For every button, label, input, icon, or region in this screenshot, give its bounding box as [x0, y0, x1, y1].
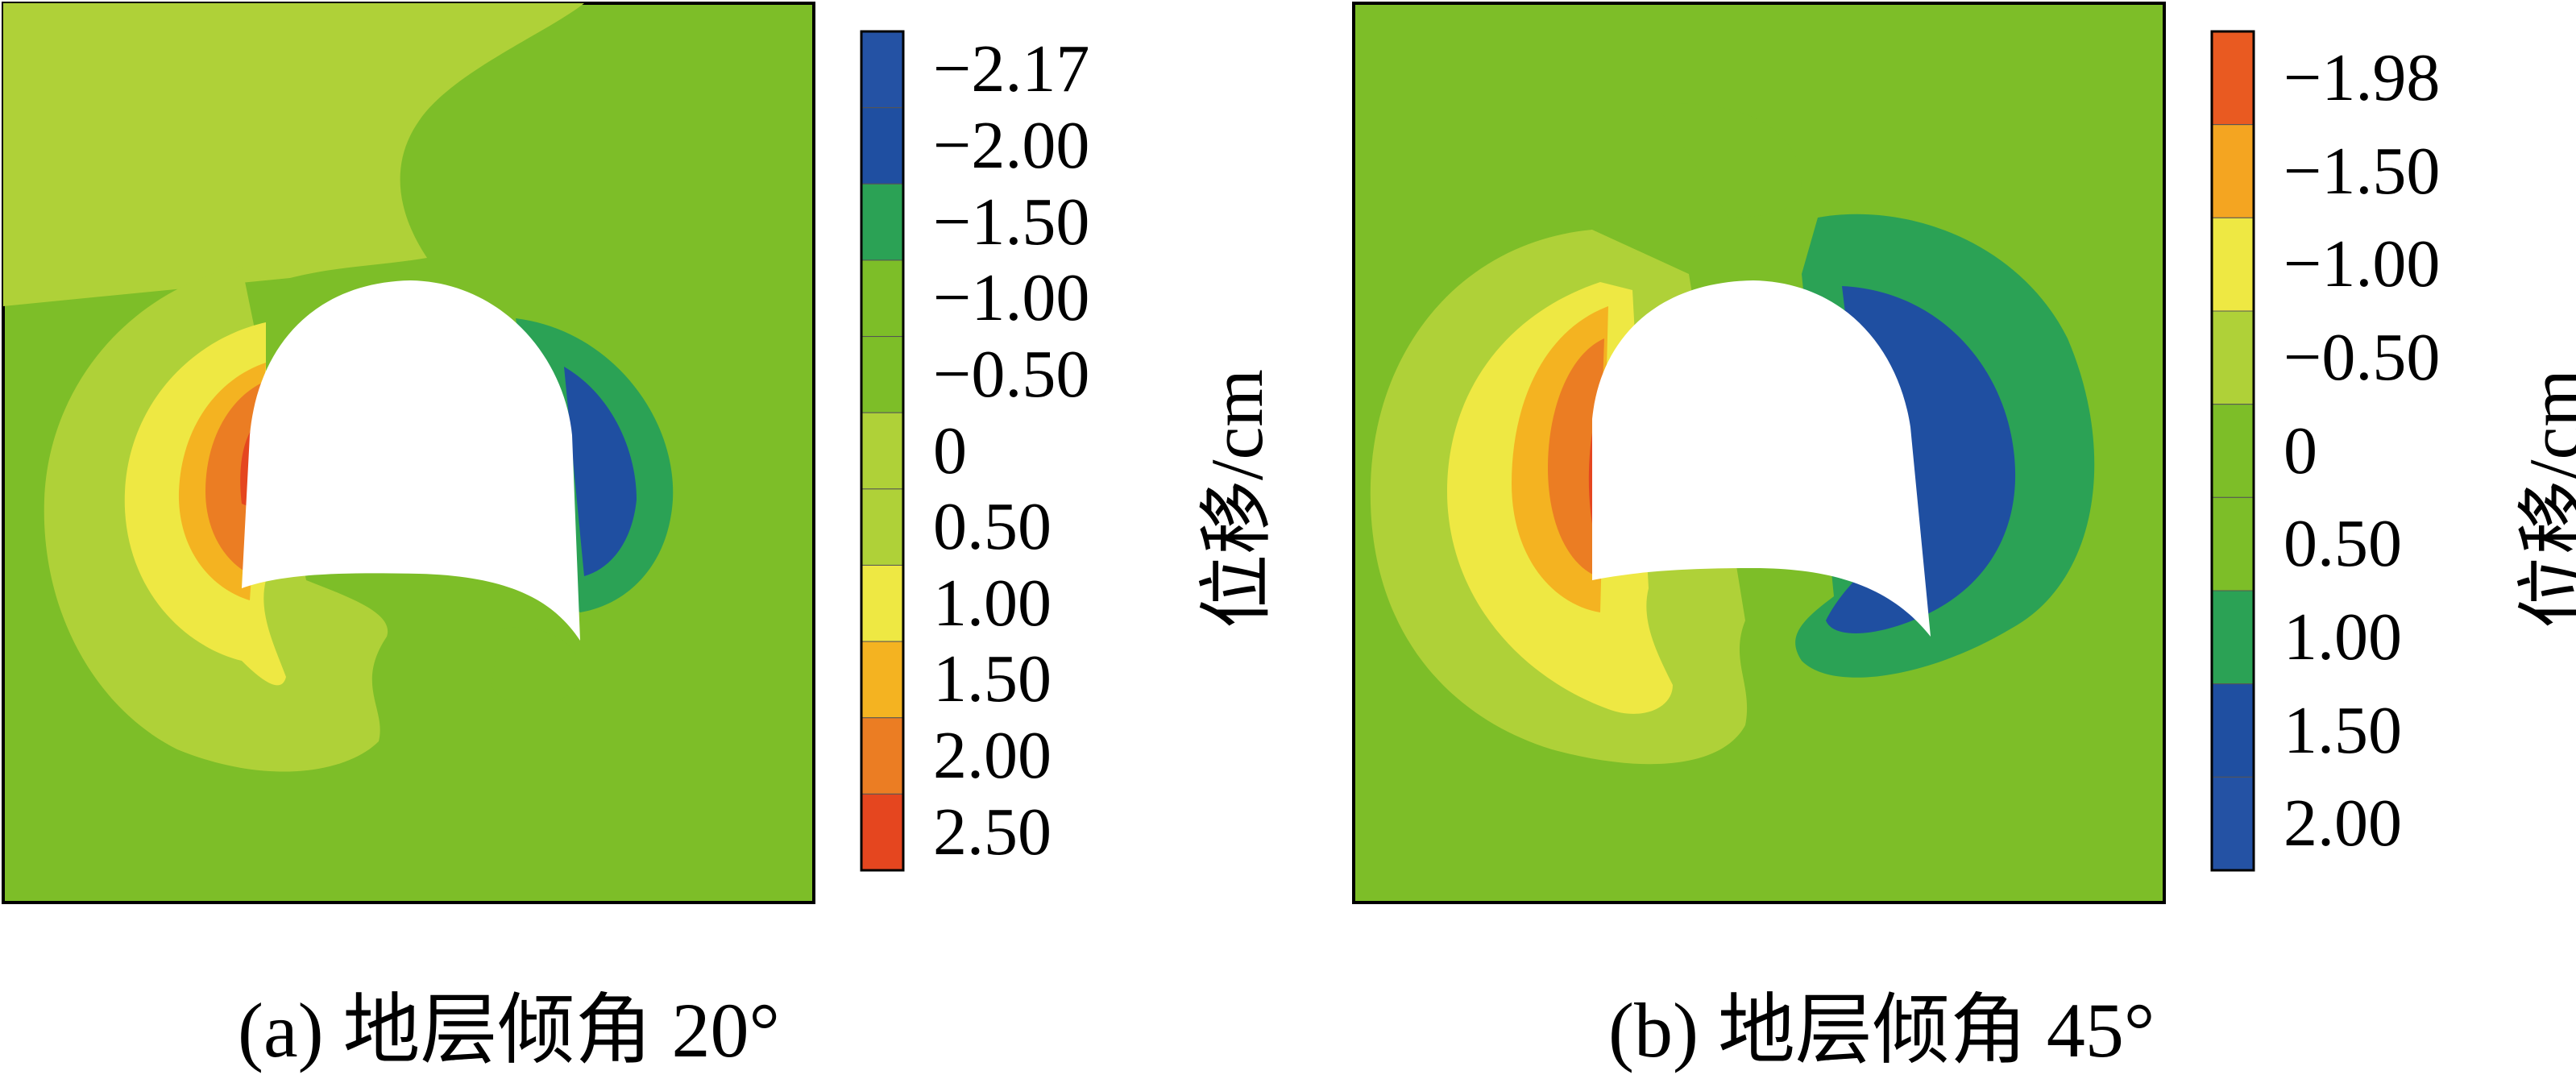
legend-band	[861, 183, 904, 261]
legend-tick-label: 0.50	[933, 489, 1052, 565]
legend-band	[2211, 776, 2255, 871]
legend-b	[2210, 30, 2255, 872]
legend-band	[2211, 404, 2255, 498]
legend-tick-label: −2.00	[933, 107, 1090, 183]
legend-band	[861, 641, 904, 719]
legend-tick-label: 1.00	[933, 565, 1052, 641]
legend-band	[861, 412, 904, 490]
legend-band	[861, 31, 904, 109]
caption-a: (a) 地层倾角 20°	[238, 987, 780, 1073]
legend-band	[861, 107, 904, 185]
legend-band	[2211, 124, 2255, 218]
legend-band	[2211, 217, 2255, 312]
legend-tick-label: −0.50	[2284, 319, 2441, 395]
contour-map-b	[1352, 2, 2166, 904]
legend-tick-label: 0	[933, 413, 967, 488]
legend-band	[861, 488, 904, 566]
legend-band	[861, 564, 904, 642]
legend-tick-label: −1.50	[933, 184, 1090, 259]
unit-label-b: 位移/cm	[2514, 369, 2576, 629]
legend-band	[2211, 310, 2255, 405]
panel-a: −2.17 −2.00 −1.50 −1.00 −0.50 0 0.50 1.00 1.50 2.…	[0, 0, 1278, 1073]
legend-tick-label: 0.50	[2284, 506, 2402, 582]
legend-tick-label: −1.50	[2284, 133, 2441, 209]
caption-b: (b) 地层倾角 45°	[1608, 987, 2155, 1073]
legend-band	[2211, 590, 2255, 685]
legend-band	[861, 259, 904, 338]
legend-band	[861, 793, 904, 871]
contour-map-a	[2, 2, 815, 904]
legend-a	[860, 30, 905, 872]
legend-band	[2211, 496, 2255, 591]
legend-tick-label: 1.50	[2284, 692, 2402, 768]
legend-tick-label: 2.00	[933, 718, 1052, 794]
legend-tick-label: −2.17	[933, 31, 1090, 107]
legend-band	[2211, 31, 2255, 126]
panel-b: −1.98 −1.50 −1.00 −0.50 0 0.50 1.00 1.50 2.00 位移…	[1350, 0, 2576, 1073]
legend-band	[861, 717, 904, 795]
legend-tick-label: −1.98	[2284, 39, 2441, 115]
legend-band	[2211, 683, 2255, 778]
legend-tick-label: −1.00	[933, 260, 1090, 336]
legend-tick-label: 2.00	[2284, 786, 2402, 861]
unit-label-a: 位移/cm	[1196, 369, 1278, 629]
legend-tick-label: 1.00	[2284, 599, 2402, 674]
legend-tick-label: −0.50	[933, 336, 1090, 412]
legend-band	[861, 336, 904, 413]
legend-tick-label: −1.00	[2284, 226, 2441, 302]
legend-tick-label: 2.50	[933, 794, 1052, 869]
legend-tick-label: 1.50	[933, 641, 1052, 717]
legend-tick-label: 0	[2284, 413, 2317, 488]
